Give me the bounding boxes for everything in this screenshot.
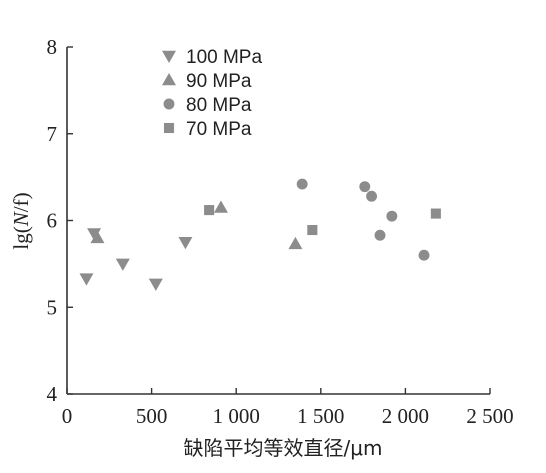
data-point-triangle-down — [79, 273, 94, 286]
data-point-circle — [296, 178, 308, 190]
y-tick-label: 7 — [47, 122, 58, 146]
y-tick-label: 6 — [47, 209, 58, 233]
data-point-circle — [359, 181, 371, 193]
legend-marker-triangle-down — [162, 50, 176, 63]
legend-label: 90 MPa — [186, 71, 252, 92]
x-axis-title: 缺陷平均等效直径/μm — [184, 436, 383, 460]
data-point-circle — [374, 229, 386, 241]
data-point-square — [204, 205, 215, 216]
y-tick-label: 8 — [47, 35, 58, 59]
legend: 100 MPa 90 MPa 80 MPa 70 MPa — [162, 47, 262, 140]
data-point-circle — [418, 249, 430, 261]
y-axis-title-part-2: N — [9, 211, 33, 227]
x-tick-label: 2 500 — [466, 404, 513, 428]
ticks: 4 5 6 7 8 0 500 1 000 1 500 2 000 2 500 — [47, 35, 514, 428]
data-point-triangle-down — [115, 258, 130, 271]
x-tick-label: 1 500 — [297, 404, 344, 428]
legend-marker-square — [163, 122, 175, 134]
x-tick-label: 1 000 — [213, 404, 260, 428]
y-tick-label: 4 — [47, 382, 58, 406]
data-point-circle — [366, 190, 378, 202]
data-point-triangle-down — [148, 278, 163, 291]
y-axis-title-part-3: /f) — [9, 192, 33, 212]
data-point-square — [307, 225, 318, 236]
x-tick-label: 2 000 — [382, 404, 429, 428]
x-tick-label: 500 — [136, 404, 168, 428]
x-tick-label: 0 — [62, 404, 73, 428]
data-point-triangle-up — [213, 200, 228, 213]
data-point-triangle-down — [178, 236, 193, 250]
data-points — [79, 178, 441, 291]
legend-marker-triangle-up — [162, 73, 176, 86]
axes — [66, 47, 490, 395]
legend-marker-circle — [163, 98, 175, 110]
data-point-circle — [386, 210, 398, 222]
legend-label: 80 MPa — [186, 95, 252, 116]
data-point-square — [430, 208, 441, 219]
y-axis-title-part-1: lg( — [9, 226, 33, 249]
data-point-triangle-up — [288, 236, 303, 250]
legend-label: 100 MPa — [186, 47, 262, 68]
y-tick-label: 5 — [47, 295, 58, 319]
y-axis-title: lg(N/f) — [9, 192, 33, 249]
data-point-triangle-up — [90, 230, 105, 244]
legend-label: 70 MPa — [186, 119, 252, 140]
